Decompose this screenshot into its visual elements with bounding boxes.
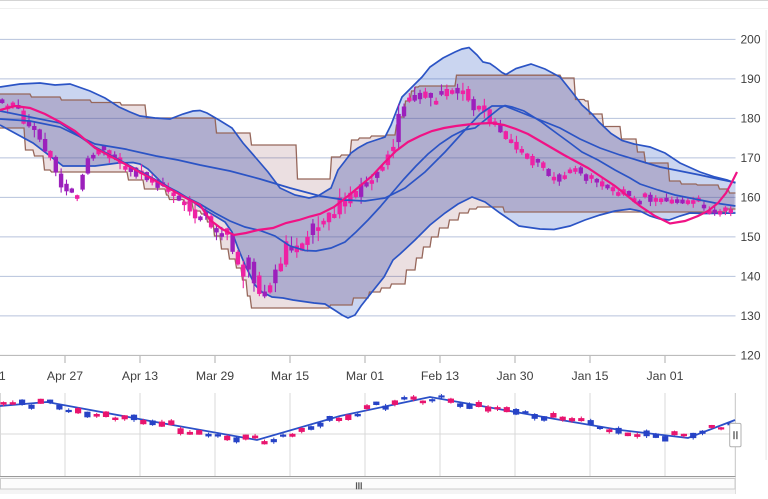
svg-text:180: 180: [741, 112, 761, 126]
svg-text:150: 150: [741, 230, 761, 244]
svg-text:Apr 27: Apr 27: [47, 369, 83, 383]
svg-text:200: 200: [741, 33, 761, 47]
svg-text:Mar 15: Mar 15: [271, 369, 309, 383]
svg-text:Jan 30: Jan 30: [497, 369, 534, 383]
svg-text:160: 160: [741, 191, 761, 205]
svg-text:Jan 01: Jan 01: [647, 369, 684, 383]
svg-text:Jan 15: Jan 15: [572, 369, 609, 383]
svg-text:140: 140: [741, 270, 761, 284]
svg-text:May 11: May 11: [0, 369, 6, 383]
svg-text:Feb 13: Feb 13: [421, 369, 459, 383]
svg-text:Mar 29: Mar 29: [196, 369, 234, 383]
svg-text:170: 170: [741, 151, 761, 165]
svg-text:Apr 13: Apr 13: [122, 369, 158, 383]
svg-text:130: 130: [741, 309, 761, 323]
svg-text:120: 120: [741, 349, 761, 363]
svg-text:Mar 01: Mar 01: [346, 369, 384, 383]
svg-text:190: 190: [741, 72, 761, 86]
